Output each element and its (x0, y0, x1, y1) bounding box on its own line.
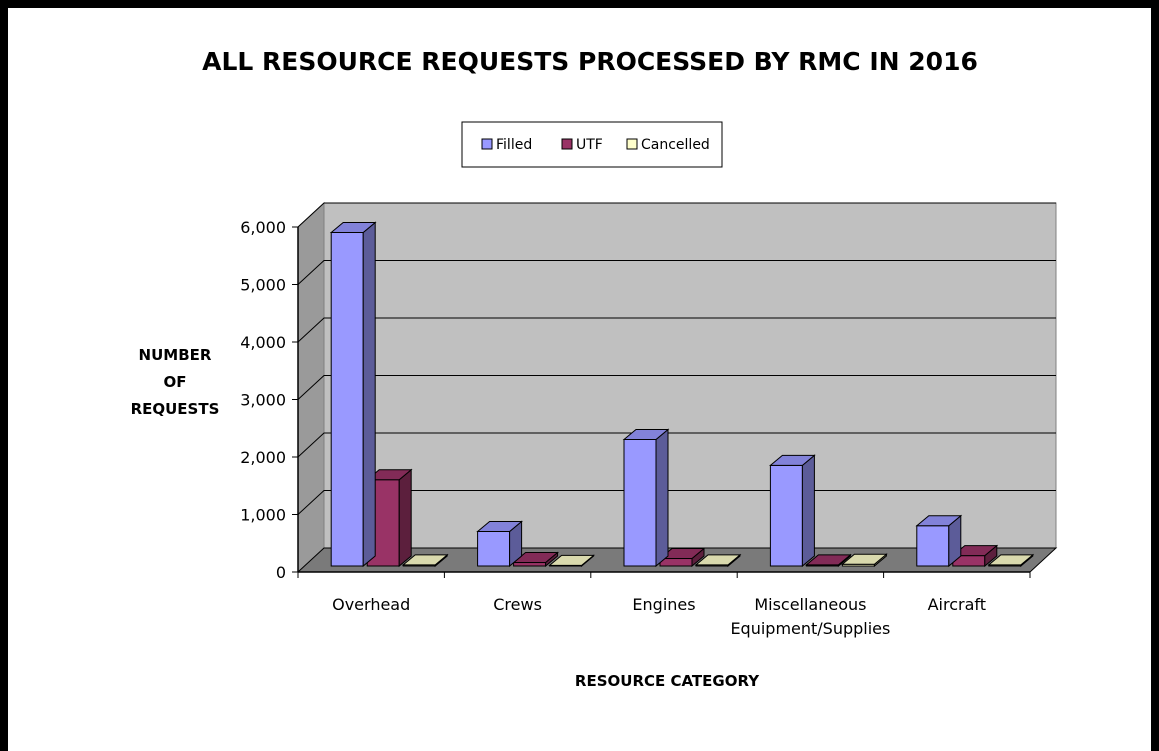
y-axis-label-line: REQUESTS (131, 400, 220, 418)
legend-swatch-filled (481, 138, 493, 150)
y-tick-label: 0 (276, 563, 286, 582)
legend-box (461, 121, 723, 168)
gridline (297, 432, 1056, 458)
bar-filled-aircraft (915, 514, 963, 568)
bar-side (655, 428, 669, 568)
bar-front (330, 232, 364, 567)
bar-front (477, 531, 511, 567)
y-tick-label: 1,000 (240, 506, 286, 525)
bar-filled-crews (476, 520, 523, 568)
category-label-miscellaneous: Miscellaneous Equipment/Supplies (730, 595, 890, 638)
category-label-crews: Crews (493, 595, 542, 614)
bar-top (805, 554, 852, 566)
bar-cancelled-aircraft (987, 553, 1035, 568)
bar-top (841, 553, 888, 565)
bar-utf-miscellaneous (805, 553, 852, 568)
y-axis-ticks: 0 1,000 2,000 3,000 4,000 5,000 6,000 (240, 218, 298, 582)
legend-swatch-utf (561, 138, 573, 150)
bar-cancelled-miscellaneous (841, 553, 888, 568)
category-label-aircraft: Aircraft (928, 595, 986, 614)
legend-label-cancelled: Cancelled (641, 137, 710, 153)
y-tick-label: 6,000 (240, 218, 286, 237)
bar-top (622, 429, 670, 440)
gridline (297, 260, 1056, 285)
bar-side (398, 468, 412, 568)
bar-top (769, 454, 816, 466)
legend-swatch-cancelled (626, 138, 638, 150)
bar-utf-engines (658, 547, 706, 568)
category-label-line: Miscellaneous (754, 595, 866, 614)
bar-top (548, 554, 595, 566)
gridline (297, 317, 1056, 343)
category-label-engines: Engines (632, 595, 695, 614)
bar-top (401, 554, 449, 566)
bar-side (362, 221, 376, 568)
y-axis-label: NUMBER OF REQUESTS (131, 346, 220, 418)
bar-front (513, 562, 547, 567)
gridline (297, 202, 1056, 228)
gridlines (297, 202, 1056, 515)
bar-front (623, 439, 657, 567)
x-axis-categories: Overhead Crews Engines Miscellaneous Equipme… (332, 595, 986, 638)
y-tick-label: 3,000 (240, 391, 286, 410)
y-axis-label-line: NUMBER (139, 346, 212, 364)
bar-front (916, 525, 950, 567)
bar-filled-engines (622, 428, 670, 568)
category-label-line: Equipment/Supplies (730, 619, 890, 638)
bar-top (694, 554, 742, 566)
category-label-line: Engines (632, 595, 695, 614)
category-label-line: Overhead (332, 595, 410, 614)
x-axis-label: RESOURCE CATEGORY (575, 672, 760, 690)
y-tick-label: 5,000 (240, 276, 286, 295)
category-label-overhead: Overhead (332, 595, 410, 614)
legend-label-filled: Filled (496, 137, 532, 153)
bar-cancelled-overhead (401, 553, 449, 568)
category-label-line: Aircraft (928, 595, 986, 614)
chart-title: ALL RESOURCE REQUESTS PROCESSED BY RMC I… (202, 47, 978, 76)
bar-top (915, 515, 963, 527)
legend: Filled UTF Cancelled (461, 121, 723, 168)
bars (329, 221, 1035, 568)
gridline (297, 375, 1056, 400)
bar-cancelled-crews (548, 554, 595, 568)
bar-front (769, 464, 803, 567)
y-axis-label-line: OF (164, 373, 187, 391)
y-tick-label: 4,000 (240, 333, 286, 352)
bar-top (476, 521, 523, 532)
bar-cancelled-engines (694, 553, 742, 568)
bar-front (659, 558, 693, 567)
bar-side (801, 454, 815, 568)
category-label-line: Crews (493, 595, 542, 614)
bar-top (329, 222, 377, 233)
bar-filled-overhead (329, 221, 377, 568)
legend-label-utf: UTF (576, 137, 603, 153)
y-tick-label: 2,000 (240, 448, 286, 467)
bar-filled-miscellaneous (769, 454, 816, 568)
bar-top (987, 554, 1035, 566)
